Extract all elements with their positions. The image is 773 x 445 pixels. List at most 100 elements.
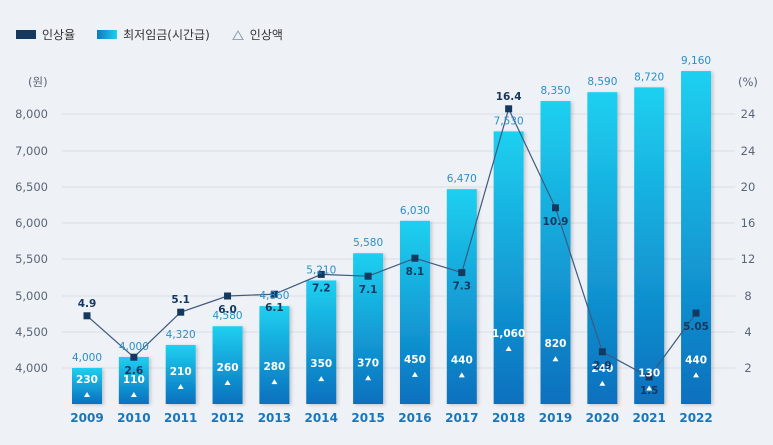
increase-value-label: 350: [310, 358, 332, 370]
rate-value-label: 8.1: [406, 266, 425, 278]
legend-rate-label: 인상율: [42, 28, 76, 42]
rate-marker: [83, 312, 91, 320]
wage-value-label: 4,580: [213, 310, 243, 322]
increase-value-label: 440: [685, 354, 707, 366]
wage-bar: [306, 280, 337, 404]
year-tick-label: 2014: [305, 411, 338, 425]
wage-value-label: 4,000: [72, 352, 102, 364]
increase-triangle-icon: [177, 383, 184, 389]
year-tick-label: 2012: [211, 411, 244, 425]
wage-bar: [212, 326, 243, 404]
rate-value-label: 7.1: [359, 284, 378, 296]
y-right-unit: (%): [738, 75, 758, 89]
wage-bar: [72, 368, 102, 404]
legend-wage-label: 최저임금(시간급): [123, 28, 210, 42]
rate-value-label: 6.0: [218, 304, 237, 316]
rate-value-label: 16.4: [496, 91, 522, 103]
y-left-tick: 5,500: [15, 252, 48, 266]
y-right-tick: 16: [741, 216, 756, 230]
y-left-tick: 8,000: [15, 107, 48, 121]
year-tick-label: 2011: [164, 411, 197, 425]
wage-value-label: 6,470: [447, 173, 477, 185]
rate-value-label: 7.3: [452, 281, 471, 293]
increase-value-label: 240: [591, 363, 613, 375]
wage-value-label: 5,580: [353, 237, 383, 249]
wage-bar: [259, 306, 290, 404]
year-tick-label: 2016: [398, 411, 431, 425]
legend: 인상율 최저임금(시간급) 인상액: [16, 26, 283, 43]
y-right-tick: 24: [741, 107, 756, 121]
increase-value-label: 110: [123, 374, 145, 386]
year-tick-label: 2013: [258, 411, 291, 425]
rate-value-label: 2.6: [125, 365, 144, 377]
wage-value-label: 4,000: [119, 341, 149, 353]
rate-marker: [364, 272, 372, 280]
wage-bar: [446, 189, 477, 404]
year-tick-label: 2022: [679, 411, 712, 425]
wage-value-label: 9,160: [681, 55, 711, 67]
rate-line: [86, 107, 697, 378]
y-left-tick: 4,000: [15, 361, 48, 375]
increase-triangle-icon: [224, 379, 231, 385]
increase-triangle-icon: [693, 372, 700, 378]
rate-marker: [645, 373, 653, 381]
year-tick-label: 2010: [117, 411, 150, 425]
increase-triangle-icon: [365, 375, 372, 381]
wage-bar: [681, 71, 712, 404]
y-right-tick: 24: [741, 144, 756, 158]
legend-increase: 인상액: [231, 26, 283, 43]
wage-value-label: 8,720: [634, 71, 664, 83]
y-left-tick: 5,000: [15, 289, 48, 303]
increase-value-label: 450: [404, 354, 426, 366]
legend-rate: 인상율: [16, 26, 75, 43]
year-tick-label: 2021: [632, 411, 665, 425]
y-right-tick: 8: [744, 289, 751, 303]
increase-triangle-icon: [271, 379, 278, 385]
wage-value-label: 6,030: [400, 205, 430, 217]
rate-value-label: 2.9: [593, 360, 612, 372]
year-tick-label: 2017: [445, 411, 478, 425]
rate-marker: [317, 270, 325, 278]
increase-value-label: 230: [76, 374, 98, 386]
rate-value-label: 7.2: [312, 282, 331, 294]
increase-value-label: 280: [263, 361, 285, 373]
year-tick-label: 2018: [492, 411, 525, 425]
year-tick-label: 2019: [539, 411, 572, 425]
rate-swatch-icon: [16, 30, 36, 39]
legend-wage: 최저임금(시간급): [97, 26, 210, 43]
legend-increase-label: 인상액: [249, 28, 283, 42]
y-left-tick: 7,000: [15, 144, 48, 158]
wage-value-label: 7,530: [494, 115, 524, 127]
increase-triangle-icon: [411, 371, 418, 377]
year-tick-label: 2020: [586, 411, 619, 425]
rate-value-label: 5.05: [683, 321, 709, 333]
wage-value-label: 4,860: [259, 290, 289, 302]
rate-marker: [224, 292, 232, 300]
rate-marker: [411, 254, 419, 262]
rate-value-label: 6.1: [265, 302, 284, 314]
increase-value-label: 440: [451, 354, 473, 366]
wage-swatch-icon: [97, 30, 118, 39]
wage-value-label: 5,210: [306, 264, 336, 276]
y-left-tick: 6,500: [15, 180, 48, 194]
y-right-tick: 4: [744, 325, 751, 339]
increase-triangle-icon: [552, 356, 559, 362]
increase-triangle-icon: [646, 385, 653, 391]
rate-marker: [130, 353, 138, 361]
rate-marker: [458, 269, 466, 277]
wage-value-label: 8,590: [587, 76, 617, 88]
wage-value-label: 8,350: [540, 85, 570, 97]
rate-marker: [270, 290, 278, 298]
y-left-unit: (원): [28, 75, 48, 89]
wage-bar: [493, 131, 524, 404]
year-tick-label: 2009: [70, 411, 103, 425]
y-right-tick: 20: [741, 180, 756, 194]
rate-value-label: 5.1: [171, 294, 190, 306]
y-right-tick: 2: [744, 361, 751, 375]
wage-bar: [165, 344, 196, 404]
increase-value-label: 820: [545, 338, 567, 350]
rate-value-label: 4.9: [78, 298, 97, 310]
increase-triangle-icon: [458, 372, 465, 378]
increase-triangle-icon: [599, 380, 606, 386]
